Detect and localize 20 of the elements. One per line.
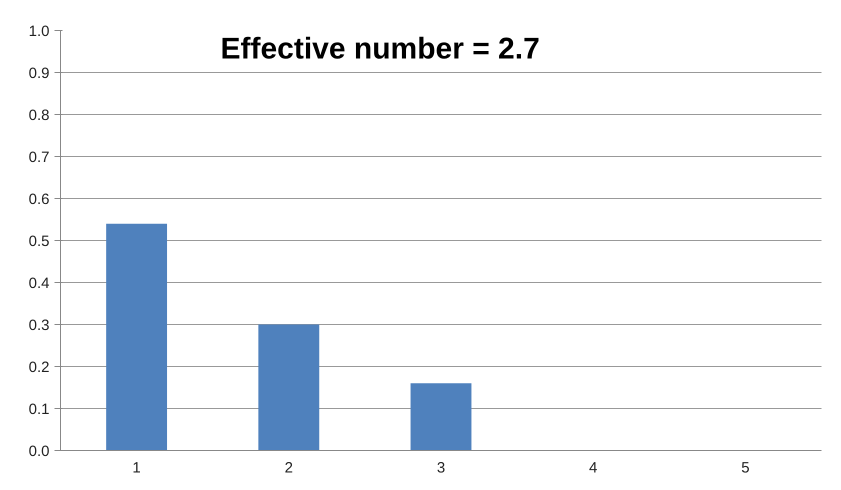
x-tick-label: 2 [284,460,293,476]
bar [106,224,168,450]
x-tick-label: 4 [589,460,598,476]
y-tick-label: 0.4 [28,275,50,292]
y-tick-label: 0.0 [28,443,50,460]
y-tick-label: 0.9 [28,65,50,82]
x-tick-label: 3 [436,460,446,476]
y-tick-label: 0.6 [28,191,50,208]
y-tick-label: 0.3 [28,317,50,334]
y-tick-label: 0.7 [28,149,50,166]
x-tick-label: 1 [132,460,141,476]
x-tick-label: 5 [741,460,750,476]
y-tick-label: 0.1 [28,401,50,418]
y-tick-label: 0.2 [28,359,50,376]
y-tick-label: 0.8 [28,107,50,124]
bar [410,383,472,450]
y-tick-label: 1.0 [28,23,50,40]
y-tick-label: 0.5 [28,233,50,250]
bar [258,324,320,450]
chart-title: Effective number = 2.7 [220,32,540,66]
